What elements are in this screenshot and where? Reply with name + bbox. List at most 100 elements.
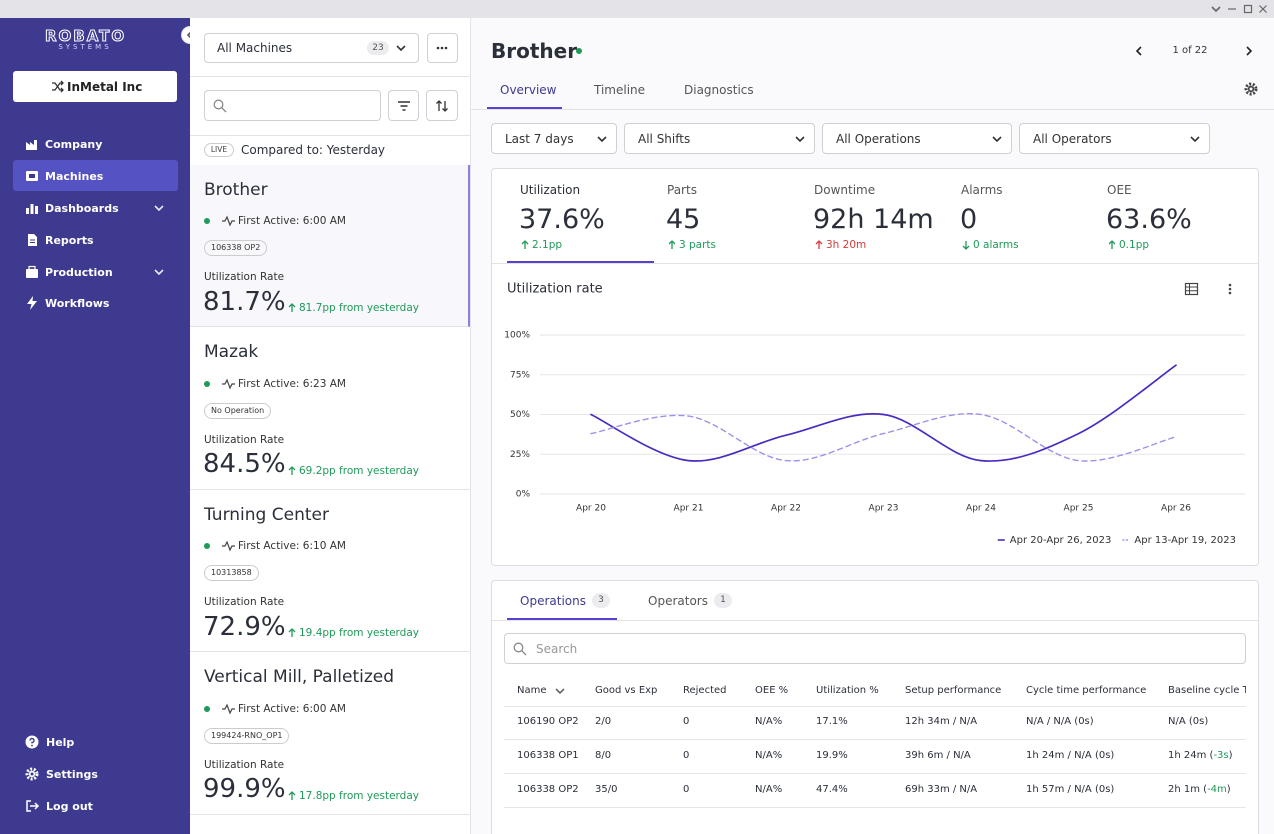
table-cell: 0 (683, 750, 690, 761)
chart-menu-icon[interactable] (1228, 283, 1232, 295)
tab-underline (507, 618, 617, 620)
sort-chevron[interactable] (553, 684, 567, 698)
icon-shape (795, 136, 805, 143)
icon-shape (1228, 291, 1232, 295)
icon-shape (1244, 82, 1258, 96)
icon-shape (26, 269, 38, 278)
column-header: Utilization % (816, 685, 879, 696)
row-divider (504, 807, 1246, 808)
icon-shape (1246, 46, 1253, 56)
search-icon (213, 99, 227, 113)
logo-subtitle: SYSTEMS (58, 42, 112, 51)
table-cell-part: ) (1228, 750, 1233, 761)
nav-label: Dashboards (45, 201, 119, 215)
nav-icon (28, 234, 37, 246)
icon-shape (992, 136, 1002, 143)
icon-shape (440, 46, 444, 50)
machine-card[interactable] (190, 165, 470, 327)
table-cell: N/A% (755, 716, 783, 727)
icon-shape (555, 688, 565, 695)
window-menu[interactable] (1209, 2, 1223, 16)
kpi-label: Parts (667, 183, 697, 197)
metric-value: 81.7% (203, 286, 286, 317)
sort-button[interactable] (426, 90, 458, 121)
footer-icon (26, 800, 40, 812)
icon-shape (222, 215, 235, 227)
column-header: Baseline cycle Time (1168, 685, 1246, 696)
table-view-icon[interactable] (1184, 282, 1199, 296)
table-cell: N/A% (755, 750, 783, 761)
icon-shape (154, 205, 164, 212)
activity-icon (222, 378, 235, 389)
icon-shape (222, 378, 235, 389)
icon-shape (30, 772, 34, 776)
icon-shape (222, 703, 235, 714)
window-close[interactable] (1256, 2, 1270, 16)
kpi-value: 37.6% (519, 204, 605, 235)
filter-dropdown[interactable] (624, 123, 815, 154)
detail-tab[interactable]: Diagnostics (684, 83, 754, 97)
table-cell: 106190 OP2 (517, 716, 579, 727)
operation-tag: 10313858 (204, 565, 259, 581)
y-tick-label: 0% (516, 490, 531, 500)
icon-shape (444, 46, 448, 50)
table-cell: 47.4% (816, 784, 848, 795)
x-tick-label: Apr 26 (1161, 504, 1191, 514)
icon-shape (398, 101, 410, 111)
table-cell-part: ) (1226, 784, 1231, 795)
sort-icon (436, 100, 448, 112)
icon-shape (31, 744, 33, 747)
table-cell: 1h 57m / N/A (0s) (1026, 784, 1115, 795)
table-tab[interactable]: Operations (520, 594, 586, 608)
pager-next[interactable] (1242, 44, 1256, 58)
machine-card[interactable] (190, 328, 470, 490)
settings-icon[interactable] (1244, 82, 1258, 96)
filter-dropdown[interactable] (491, 123, 617, 154)
series-line (590, 364, 1177, 462)
icon-shape (1228, 283, 1232, 287)
icon-shape (26, 208, 29, 214)
column-header: Setup performance (905, 685, 1002, 696)
icon-shape (35, 206, 38, 214)
detail-tab[interactable]: Overview (500, 83, 557, 97)
table-tab[interactable]: Operators (648, 594, 708, 608)
nav-active-bg (13, 160, 178, 191)
nav-expand (154, 269, 164, 276)
icon-shape (1190, 136, 1200, 143)
window-maximize[interactable] (1241, 2, 1255, 16)
window-minimize[interactable] (1225, 2, 1239, 16)
filter-chevron (795, 136, 805, 143)
table-cell: 0 (683, 716, 690, 727)
icon-shape (222, 540, 235, 552)
machine-search[interactable] (204, 90, 381, 121)
utilization-chart: Utilization rate 0% 25% 50% 75% 100% Apr 20 Apr… (504, 282, 1245, 546)
machine-card[interactable] (190, 653, 470, 815)
status-dot (204, 543, 210, 549)
y-tick-label: 50% (510, 410, 530, 420)
metric-value: 72.9% (203, 611, 286, 642)
metric-change: 17.8pp from yesterday (299, 789, 419, 802)
detail-tab[interactable]: Timeline (594, 83, 646, 97)
icon-shape (1259, 5, 1267, 13)
change-arrow (288, 628, 296, 637)
nav-label: Company (45, 137, 103, 151)
icon-shape (521, 650, 527, 656)
table-card (491, 580, 1259, 834)
kpi-value: 45 (666, 204, 701, 235)
first-active: First Active: 6:00 AM (238, 702, 346, 715)
machine-count-badge: 23 (367, 41, 389, 55)
org-button[interactable] (13, 71, 177, 102)
sidebar (0, 18, 190, 834)
filter-dropdown[interactable] (822, 123, 1012, 154)
machine-card[interactable] (190, 490, 470, 652)
icon-shape (436, 46, 440, 50)
icon-shape (1135, 46, 1142, 56)
filter-dropdown[interactable] (1019, 123, 1210, 154)
metric-label: Utilization Rate (204, 758, 285, 771)
footer-label: Settings (46, 767, 98, 781)
table-search[interactable] (504, 633, 1246, 664)
logo-wordmark: ROBATO (45, 27, 127, 46)
pager-prev[interactable] (1132, 44, 1146, 58)
nav-label: Reports (45, 233, 94, 247)
